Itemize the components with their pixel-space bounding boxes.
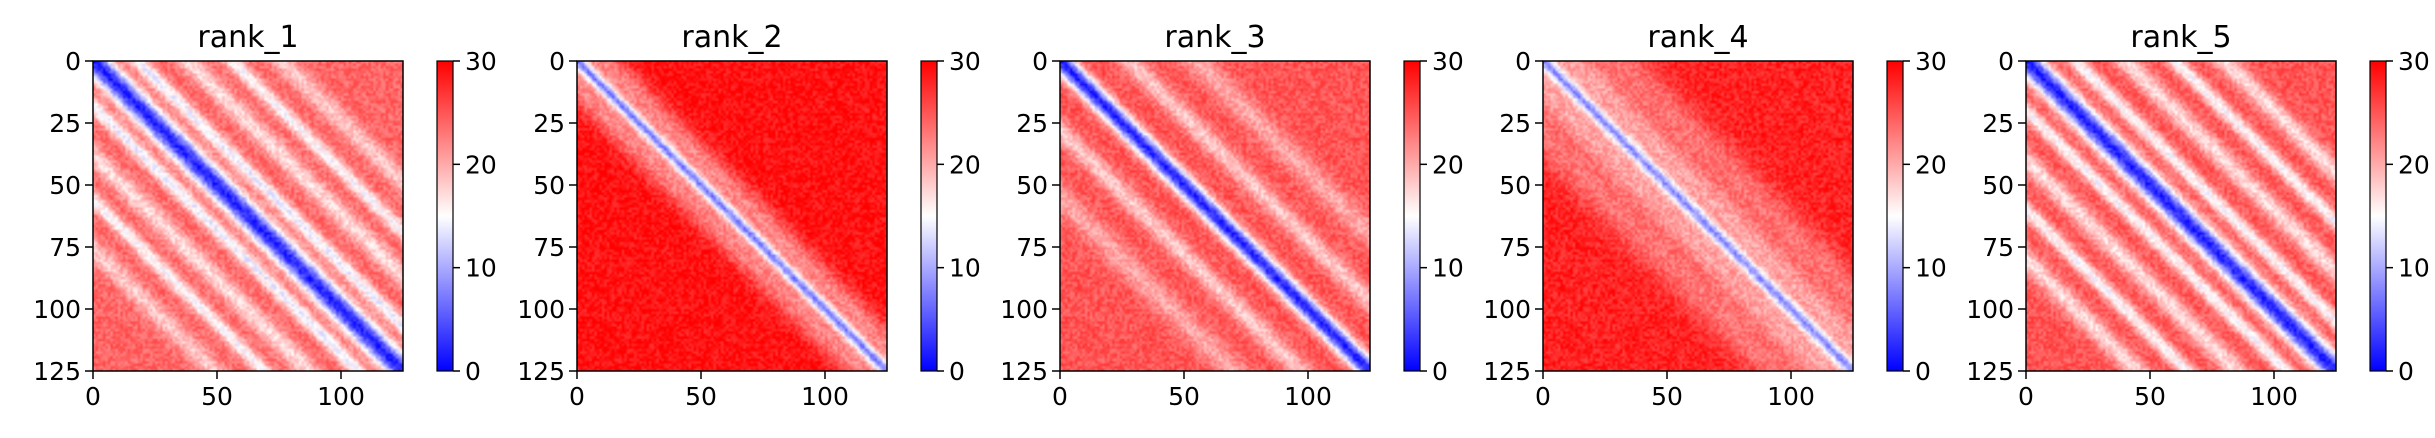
heatmap-image	[577, 61, 887, 371]
y-tick-label: 100	[1966, 295, 2014, 324]
y-tick-label: 25	[1982, 109, 2014, 138]
x-tick-label: 100	[1284, 382, 1332, 411]
y-tick-label: 100	[1483, 295, 1531, 324]
x-tick-label: 0	[1535, 382, 1551, 411]
y-tick-label: 50	[49, 171, 81, 200]
heatmap-image	[2026, 61, 2336, 371]
panel-title: rank_1	[197, 20, 298, 55]
y-tick-label: 25	[1016, 109, 1048, 138]
colorbar-tick-label: 20	[2398, 150, 2430, 179]
heatmap-image	[1543, 61, 1853, 371]
x-tick-label: 0	[569, 382, 585, 411]
y-tick-label: 75	[49, 233, 81, 262]
panel-title: rank_2	[681, 20, 782, 55]
colorbar	[920, 60, 938, 372]
heatmap-image	[93, 61, 403, 371]
colorbar	[1886, 60, 1904, 372]
y-tick-label: 50	[1982, 171, 2014, 200]
x-tick-label: 50	[1168, 382, 1200, 411]
x-tick-label: 0	[2018, 382, 2034, 411]
colorbar-tick-label: 20	[1432, 150, 1464, 179]
y-tick-label: 25	[49, 109, 81, 138]
x-tick-label: 100	[2250, 382, 2298, 411]
panel-title: rank_3	[1164, 20, 1265, 55]
y-tick-label: 75	[1499, 233, 1531, 262]
colorbar	[2369, 60, 2387, 372]
heatmap-image	[1060, 61, 1370, 371]
colorbar-tick-label: 30	[465, 47, 497, 76]
plot-frame	[1059, 60, 1371, 372]
y-tick-label: 125	[33, 357, 81, 386]
y-tick-label: 75	[1016, 233, 1048, 262]
y-tick-label: 75	[533, 233, 565, 262]
y-tick-label: 50	[533, 171, 565, 200]
panel-title: rank_5	[2130, 20, 2231, 55]
colorbar-tick-label: 20	[949, 150, 981, 179]
y-tick-label: 125	[1966, 357, 2014, 386]
colorbar-tick-label: 30	[949, 47, 981, 76]
y-tick-label: 125	[1000, 357, 1048, 386]
x-tick-label: 50	[201, 382, 233, 411]
colorbar	[1403, 60, 1421, 372]
y-tick-label: 50	[1016, 171, 1048, 200]
colorbar-tick-label: 10	[1432, 254, 1464, 283]
x-tick-label: 0	[85, 382, 101, 411]
colorbar-tick-label: 0	[1915, 357, 1931, 386]
colorbar-tick-label: 30	[1915, 47, 1947, 76]
y-tick-label: 75	[1982, 233, 2014, 262]
x-tick-label: 0	[1052, 382, 1068, 411]
colorbar-tick-label: 30	[2398, 47, 2430, 76]
x-tick-label: 100	[801, 382, 849, 411]
colorbar-tick-label: 20	[1915, 150, 1947, 179]
colorbar-tick-label: 20	[465, 150, 497, 179]
colorbar-tick-label: 10	[1915, 254, 1947, 283]
y-tick-label: 0	[1032, 47, 1048, 76]
y-tick-label: 125	[517, 357, 565, 386]
y-tick-label: 100	[517, 295, 565, 324]
plot-frame	[1542, 60, 1854, 372]
y-tick-label: 0	[549, 47, 565, 76]
panel-title: rank_4	[1647, 20, 1748, 55]
colorbar-tick-label: 10	[949, 254, 981, 283]
y-tick-label: 100	[1000, 295, 1048, 324]
plot-frame	[2025, 60, 2337, 372]
colorbar	[436, 60, 454, 372]
colorbar-tick-label: 0	[465, 357, 481, 386]
colorbar-tick-label: 0	[949, 357, 965, 386]
y-tick-label: 25	[533, 109, 565, 138]
x-tick-label: 100	[317, 382, 365, 411]
x-tick-label: 50	[685, 382, 717, 411]
y-tick-label: 50	[1499, 171, 1531, 200]
y-tick-label: 125	[1483, 357, 1531, 386]
y-tick-label: 0	[1515, 47, 1531, 76]
y-tick-label: 25	[1499, 109, 1531, 138]
colorbar-tick-label: 10	[465, 254, 497, 283]
colorbar-tick-label: 30	[1432, 47, 1464, 76]
y-tick-label: 0	[1998, 47, 2014, 76]
x-tick-label: 50	[2134, 382, 2166, 411]
colorbar-tick-label: 0	[1432, 357, 1448, 386]
plot-frame	[576, 60, 888, 372]
colorbar-tick-label: 10	[2398, 254, 2430, 283]
x-tick-label: 50	[1651, 382, 1683, 411]
x-tick-label: 100	[1767, 382, 1815, 411]
colorbar-tick-label: 0	[2398, 357, 2414, 386]
plot-frame	[92, 60, 404, 372]
y-tick-label: 100	[33, 295, 81, 324]
y-tick-label: 0	[65, 47, 81, 76]
